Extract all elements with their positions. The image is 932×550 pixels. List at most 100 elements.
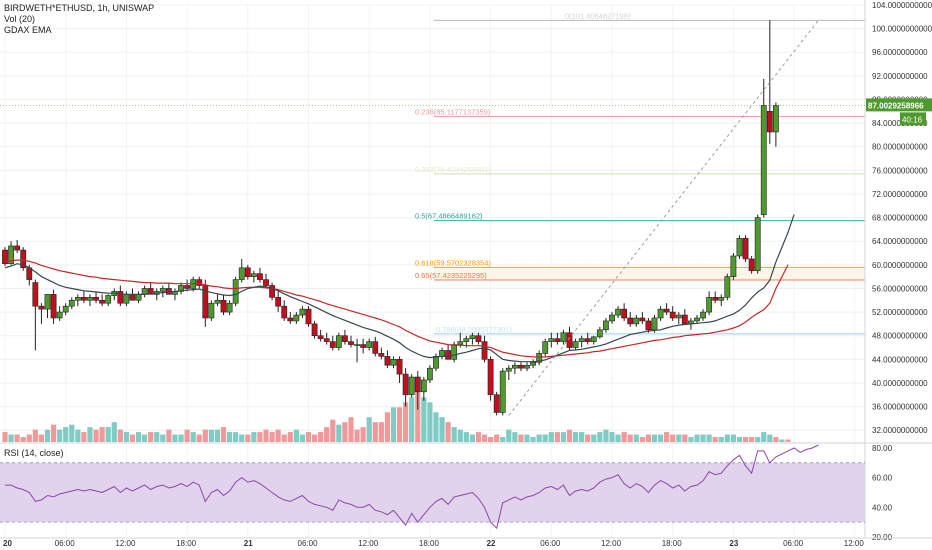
candle-body (93, 297, 99, 301)
candle-body (299, 308, 306, 316)
volume-bar (360, 427, 366, 442)
volume-bar (688, 437, 694, 442)
fib-level-label: 0.382(75.4034259681) (415, 165, 491, 174)
candle-body (433, 356, 439, 369)
volume-bar (299, 434, 306, 442)
candle-body (621, 308, 628, 319)
time-tick-label: 12:00 (844, 539, 865, 548)
volume-bar (730, 434, 736, 442)
price-tick-label: 100.0000000000 (872, 25, 932, 34)
candle-body (226, 302, 233, 313)
volume-bar (57, 429, 63, 442)
fib-level-label: 0.236(85.1177137359) (415, 108, 491, 117)
candle-body (742, 237, 749, 260)
volume-bar (712, 437, 718, 442)
price-tick-label: 32.0000000000 (872, 426, 928, 435)
candle-body (184, 285, 190, 289)
volume-bar (348, 417, 354, 442)
volume-bar (281, 434, 287, 442)
volume-bar (548, 432, 554, 442)
volume-bar (166, 429, 172, 442)
volume-bar (123, 432, 129, 442)
volume-indicator-label[interactable]: Vol (20) (4, 14, 36, 24)
time-axis[interactable]: 20 06:00 12:00 18:00 21 06:00 12:00 18:00 22 06:0… (0, 537, 932, 548)
fib-level-label: 0(101.4064627196) (565, 11, 631, 20)
last-price-tag (866, 98, 932, 112)
volume-bar (572, 432, 579, 442)
candle-body (754, 217, 761, 272)
volume-bar (761, 432, 767, 442)
price-tick-label: 92.0000000000 (872, 72, 928, 81)
volume-bar (506, 429, 512, 442)
volume-bar (257, 432, 263, 442)
volume-bar (676, 434, 682, 442)
volume-bar (196, 434, 202, 442)
volume-bar (135, 432, 142, 442)
candle-body (135, 294, 142, 301)
candle-body (651, 317, 658, 331)
price-axis[interactable]: 104.0000000000 100.0000000000 96.000000000… (864, 0, 932, 550)
candle-body (596, 329, 603, 338)
volume-bar (481, 434, 488, 442)
rsi-indicator-label[interactable]: RSI (14, close) (4, 448, 64, 458)
rsi-tick-label: 60.00 (872, 474, 893, 483)
candle-body (44, 294, 51, 310)
candle-body (74, 297, 81, 301)
candle-body (408, 376, 415, 396)
candle-body (451, 344, 458, 360)
candle-body (178, 285, 184, 292)
volume-bar (287, 432, 293, 442)
candle-body (554, 338, 561, 342)
candle-body (748, 258, 755, 272)
volume-bar (202, 429, 208, 442)
volume-bar (779, 439, 785, 442)
volume-bar (239, 434, 245, 442)
volume-bar (129, 434, 136, 442)
volume-bar (560, 432, 567, 442)
ema-fast-line (4, 214, 795, 363)
volume-bar (38, 434, 45, 442)
ema-indicator-label[interactable]: GDAX EMA (4, 25, 52, 35)
candle-body (81, 297, 87, 301)
candle-body (706, 297, 713, 313)
volume-bar (457, 429, 463, 442)
candle-body (505, 367, 512, 372)
candle-body (481, 341, 488, 360)
volume-bar (184, 429, 190, 442)
volume-bar (20, 437, 26, 442)
volume-bar (93, 429, 99, 442)
candle-body (20, 249, 27, 269)
candle-body (384, 356, 391, 366)
volume-bar (439, 417, 445, 442)
candle-body (566, 332, 573, 348)
volume-bar (117, 429, 123, 442)
volume-bar (488, 437, 494, 442)
volume-bar (627, 434, 633, 442)
ema-slow-line (4, 259, 789, 358)
candle-body (323, 338, 330, 342)
symbol-title[interactable]: BIRDWETH*ETHUSD, 1h, UNISWAP (4, 3, 155, 13)
volume-bar (190, 432, 196, 442)
candle-body (712, 297, 719, 301)
volume-bar (220, 427, 227, 442)
volume-bar (421, 397, 427, 442)
volume-bar (494, 434, 500, 442)
time-tick-label: 18:00 (419, 539, 440, 548)
time-tick-label: 12:00 (601, 539, 622, 548)
ema-lines (4, 214, 795, 363)
volume-bar (603, 429, 609, 442)
volume-bar (682, 434, 688, 442)
price-tick-label: 64.0000000000 (872, 237, 928, 246)
candle-body (50, 294, 57, 319)
candle-body (420, 379, 427, 393)
candle-body (214, 299, 221, 304)
volume-bar (311, 434, 318, 442)
volume-bar (749, 437, 755, 442)
volume-bar (148, 432, 154, 442)
volume-bar (105, 427, 111, 442)
candle-body (694, 317, 700, 322)
fib-level-label: 0.65(57.4235225295) (415, 271, 487, 280)
time-tick-label: 18:00 (176, 539, 197, 548)
candle-body (584, 338, 591, 342)
